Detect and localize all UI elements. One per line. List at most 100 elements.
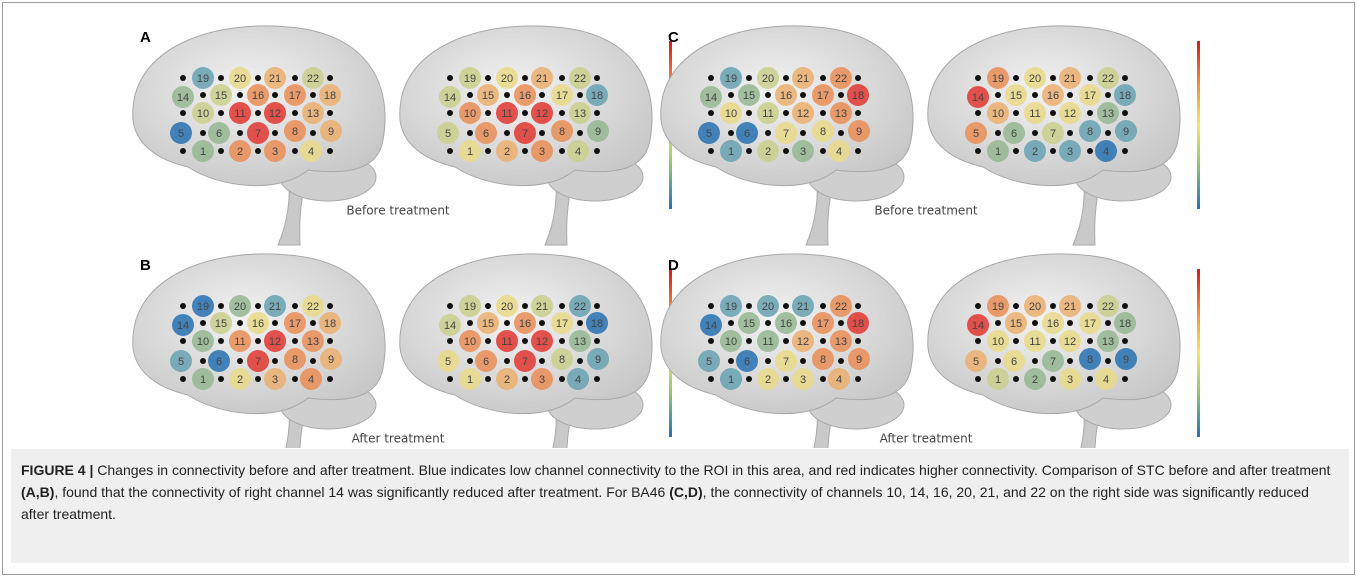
channel-number: 3 [539, 374, 545, 386]
channel-number: 11 [501, 108, 512, 120]
optode [594, 148, 600, 154]
channel-number: 1 [995, 146, 1001, 158]
channel-marker [1003, 350, 1025, 372]
optode [292, 303, 298, 309]
optode [180, 148, 186, 154]
optode [1032, 358, 1038, 364]
channel-number: 4 [308, 374, 314, 386]
optode [728, 130, 734, 136]
channel-marker [264, 67, 286, 89]
optode [1050, 338, 1056, 344]
channel-marker [1042, 350, 1064, 372]
optode [746, 338, 752, 344]
channel-number: 20 [501, 73, 513, 85]
optode [237, 358, 243, 364]
optode [708, 376, 714, 382]
channel-number: 5 [706, 356, 712, 368]
channel-number: 20 [501, 301, 513, 313]
channel-number: 11 [762, 336, 773, 348]
channel-marker [459, 330, 481, 352]
channel-marker [514, 84, 536, 106]
channel-number: 6 [744, 128, 750, 140]
channel-number: 1 [467, 374, 473, 386]
channel-number: 3 [539, 146, 545, 158]
channel-marker [1097, 102, 1119, 124]
channel-number: 7 [1050, 356, 1056, 368]
channel-number: 14 [705, 320, 717, 332]
channel-marker [300, 140, 322, 162]
optode [820, 303, 826, 309]
channel-number: 13 [835, 108, 847, 120]
channel-marker [567, 368, 589, 390]
channel-marker [812, 84, 834, 106]
panel-ref: (C,D) [669, 484, 703, 500]
optode [820, 376, 826, 382]
optode [467, 130, 473, 136]
optode [504, 130, 510, 136]
channel-number: 2 [1032, 146, 1038, 158]
optode [1105, 130, 1111, 136]
channel-number: 3 [1067, 146, 1073, 158]
channel-number: 15 [1010, 318, 1022, 330]
channel-marker [1115, 348, 1137, 370]
channel-marker [1024, 368, 1046, 390]
optode [327, 376, 333, 382]
channel-marker [1095, 368, 1117, 390]
channel-marker [439, 314, 461, 336]
optode [728, 358, 734, 364]
optode [728, 92, 734, 98]
optode [327, 110, 333, 116]
panel-letter: D [668, 257, 679, 274]
optode [995, 130, 1001, 136]
channel-number: 12 [536, 336, 548, 348]
channel-number: 9 [328, 354, 334, 366]
channel-number: 7 [783, 356, 789, 368]
optode [1013, 110, 1019, 116]
channel-number: 9 [856, 354, 862, 366]
channel-number: 19 [464, 73, 476, 85]
channel-marker [987, 67, 1009, 89]
channel-number: 16 [519, 318, 531, 330]
channel-number: 15 [215, 318, 227, 330]
channel-number: 20 [762, 73, 774, 85]
channel-marker [514, 122, 536, 144]
channel-marker [1079, 84, 1101, 106]
channel-number: 18 [324, 318, 336, 330]
channel-number: 18 [591, 90, 603, 102]
optode [200, 320, 206, 326]
channel-number: 17 [556, 90, 568, 102]
optode [272, 130, 278, 136]
channel-number: 10 [464, 108, 476, 120]
channel-number: 2 [237, 374, 243, 386]
channel-marker [496, 102, 518, 124]
optode [292, 148, 298, 154]
channel-number: 15 [1010, 90, 1022, 102]
optode [577, 92, 583, 98]
channel-number: 16 [519, 90, 531, 102]
channel-marker [720, 295, 742, 317]
optode [310, 358, 316, 364]
optode [1087, 338, 1093, 344]
optode [975, 376, 981, 382]
channel-marker [569, 330, 591, 352]
channel-number: 5 [445, 356, 451, 368]
channel-marker [496, 295, 518, 317]
optode [1013, 148, 1019, 154]
optode [1032, 130, 1038, 136]
panel-letter: B [140, 257, 151, 274]
channel-marker [1059, 368, 1081, 390]
optode [180, 376, 186, 382]
channel-marker [284, 120, 306, 142]
optode [1067, 130, 1073, 136]
optode [855, 110, 861, 116]
optode [594, 75, 600, 81]
channel-number: 16 [780, 318, 792, 330]
channel-marker [1059, 330, 1081, 352]
optode [327, 303, 333, 309]
channel-marker [698, 122, 720, 144]
channel-number: 22 [1102, 301, 1114, 313]
channel-marker [192, 140, 214, 162]
optode [765, 320, 771, 326]
channel-marker [757, 330, 779, 352]
